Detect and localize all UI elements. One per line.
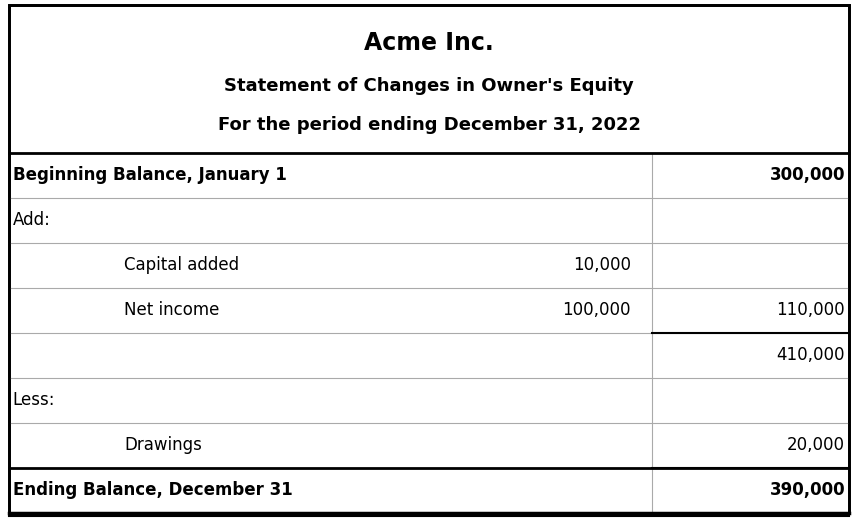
Text: Statement of Changes in Owner's Equity: Statement of Changes in Owner's Equity [224,77,634,95]
Text: 10,000: 10,000 [572,256,631,275]
Text: Less:: Less: [13,391,56,409]
Text: Acme Inc.: Acme Inc. [364,31,494,55]
Text: Capital added: Capital added [124,256,239,275]
Text: 100,000: 100,000 [562,301,631,319]
Text: 110,000: 110,000 [776,301,845,319]
Text: Add:: Add: [13,211,51,229]
Text: Ending Balance, December 31: Ending Balance, December 31 [13,481,293,499]
Text: 300,000: 300,000 [770,166,845,184]
Text: Beginning Balance, January 1: Beginning Balance, January 1 [13,166,287,184]
Text: 20,000: 20,000 [787,436,845,454]
Text: 410,000: 410,000 [776,347,845,364]
Text: For the period ending December 31, 2022: For the period ending December 31, 2022 [217,117,641,134]
Text: Net income: Net income [124,301,220,319]
Text: 390,000: 390,000 [770,481,845,499]
Text: Drawings: Drawings [124,436,202,454]
